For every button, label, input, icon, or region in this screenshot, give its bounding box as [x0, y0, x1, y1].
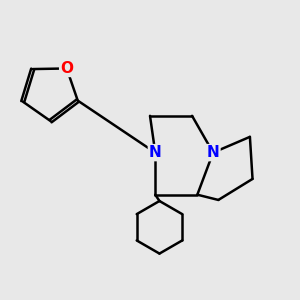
Text: O: O	[60, 61, 73, 76]
Text: N: N	[207, 145, 220, 160]
Text: N: N	[149, 145, 162, 160]
